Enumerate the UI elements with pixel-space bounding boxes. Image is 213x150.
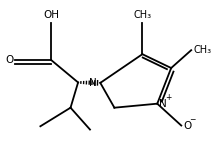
Text: CH₃: CH₃ — [193, 45, 211, 55]
Text: O: O — [183, 121, 191, 130]
Text: N: N — [159, 99, 167, 109]
Text: CH₃: CH₃ — [133, 10, 151, 20]
Text: +: + — [165, 93, 171, 102]
Text: O: O — [5, 55, 14, 65]
Text: −: − — [190, 115, 196, 124]
Text: N: N — [89, 78, 96, 88]
Text: OH: OH — [43, 10, 59, 20]
